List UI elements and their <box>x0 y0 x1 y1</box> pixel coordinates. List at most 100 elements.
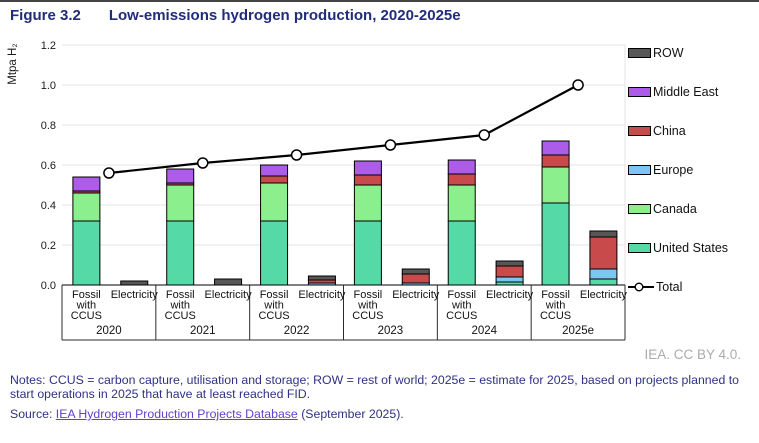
y-axis-label: Mtpa H₂ <box>7 43 19 85</box>
bar-label-fossil: with <box>263 300 284 312</box>
bar-segment-row-electricity-2021 <box>214 278 243 286</box>
legend-label-row: ROW <box>653 46 684 60</box>
total-marker <box>103 167 115 179</box>
bar-segment-united-states-fossil-2023 <box>353 220 382 286</box>
legend-swatch-china <box>628 126 651 136</box>
legend-item-canada: Canada <box>628 202 697 216</box>
bar-segment-canada-fossil-2020 <box>72 192 101 222</box>
legend-item-total: Total <box>628 280 682 294</box>
bar-label-electricity: Electricity <box>486 289 534 301</box>
bar-label-fossil: with <box>76 300 97 312</box>
bar-segment-row-electricity-2022 <box>307 275 336 281</box>
year-label: 2020 <box>96 325 122 337</box>
bar-segment-china-electricity-2024 <box>495 265 524 278</box>
bar-segment-canada-fossil-2022 <box>260 182 289 222</box>
bar-segment-united-states-fossil-2025e <box>541 202 570 286</box>
bar-segment-china-fossil-2022 <box>260 175 289 184</box>
bar-segment-china-fossil-2024 <box>447 173 476 186</box>
bar-label-electricity: Electricity <box>111 289 159 301</box>
legend-label-united-states: United States <box>653 241 729 255</box>
legend-item-middle-east: Middle East <box>628 85 718 99</box>
bar-segment-china-fossil-2025e <box>541 154 570 168</box>
y-tick-label: 0.2 <box>41 240 56 252</box>
bar-segment-middle-east-fossil-2020 <box>72 176 101 192</box>
bar-label-fossil: Fossil <box>354 289 383 301</box>
legend-label-middle-east: Middle East <box>653 85 719 99</box>
legend-swatch-europe <box>628 165 651 175</box>
bar-segment-canada-fossil-2021 <box>166 184 195 222</box>
bar-segment-united-states-fossil-2021 <box>166 220 195 286</box>
bar-label-fossil: with <box>451 300 472 312</box>
figure-number: Figure 3.2 <box>10 7 81 24</box>
legend-item-europe: Europe <box>628 163 693 177</box>
y-tick-label: 0.4 <box>41 200 56 212</box>
legend-label-europe: Europe <box>653 163 694 177</box>
source-prefix: Source: <box>10 407 56 421</box>
bar-segment-middle-east-fossil-2025e <box>541 140 570 156</box>
bar-label-fossil: Fossil <box>166 289 195 301</box>
legend-label-canada: Canada <box>653 202 697 216</box>
y-tick-label: 0.0 <box>41 280 56 292</box>
year-label: 2025e <box>562 325 594 337</box>
bar-label-fossil: with <box>169 300 190 312</box>
y-tick-label: 1.2 <box>41 40 56 52</box>
bar-segment-canada-fossil-2025e <box>541 166 570 204</box>
source-database-link[interactable]: IEA Hydrogen Production Projects Databas… <box>55 407 298 421</box>
bar-segment-united-states-fossil-2022 <box>260 220 289 286</box>
top-border-line <box>0 0 759 2</box>
source-suffix: (September 2025). <box>297 407 404 421</box>
bar-label-fossil: CCUS <box>71 310 102 322</box>
figure-title: Low-emissions hydrogen production, 2020-… <box>108 7 461 24</box>
bar-segment-united-states-fossil-2020 <box>72 220 101 286</box>
bar-segment-china-electricity-2025e <box>589 236 618 270</box>
bar-label-fossil: CCUS <box>165 310 196 322</box>
bar-segment-middle-east-fossil-2023 <box>353 160 382 176</box>
year-label: 2024 <box>471 325 497 337</box>
year-label: 2023 <box>378 325 404 337</box>
total-marker <box>478 129 490 141</box>
legend-item-row: ROW <box>628 46 684 60</box>
bar-segment-row-electricity-2023 <box>401 268 430 275</box>
bar-label-fossil: CCUS <box>258 310 289 322</box>
bar-segment-canada-fossil-2023 <box>353 184 382 222</box>
y-tick-label: 0.8 <box>41 120 56 132</box>
bar-label-fossil: CCUS <box>352 310 383 322</box>
bar-segment-united-states-electricity-2025e <box>589 278 618 286</box>
legend-item-united-states: United States <box>628 241 728 255</box>
bar-segment-china-fossil-2023 <box>353 174 382 186</box>
bar-segment-europe-electricity-2024 <box>495 276 524 283</box>
bar-label-fossil: Fossil <box>447 289 476 301</box>
y-tick-label: 1.0 <box>41 80 56 92</box>
legend-swatch-united-states <box>628 243 651 253</box>
bar-segment-middle-east-fossil-2022 <box>260 164 289 177</box>
bar-label-electricity: Electricity <box>580 289 628 301</box>
legend-line-marker <box>628 282 654 292</box>
bar-label-fossil: with <box>357 300 378 312</box>
total-line <box>108 84 579 175</box>
bar-segment-united-states-fossil-2024 <box>447 220 476 286</box>
bar-segment-china-electricity-2023 <box>401 273 430 284</box>
total-marker <box>290 149 303 161</box>
bar-label-electricity: Electricity <box>392 289 440 301</box>
legend-swatch-canada <box>628 204 651 214</box>
total-marker <box>384 139 397 151</box>
bar-label-fossil: Fossil <box>541 289 570 301</box>
legend-label-china: China <box>653 124 686 138</box>
bar-label-electricity: Electricity <box>298 289 346 301</box>
bar-segment-row-electricity-2024 <box>495 260 524 267</box>
total-marker <box>197 157 209 169</box>
bar-label-fossil: Fossil <box>72 289 101 301</box>
figure-notes: Notes: CCUS = carbon capture, utilisatio… <box>10 373 739 401</box>
bar-segment-europe-electricity-2025e <box>589 268 618 280</box>
license-attribution: IEA. CC BY 4.0. <box>644 347 741 362</box>
legend-label-total: Total <box>656 280 683 294</box>
bar-segment-canada-fossil-2024 <box>447 184 476 222</box>
total-marker <box>572 79 584 91</box>
bar-label-electricity: Electricity <box>205 289 253 301</box>
y-tick-label: 0.6 <box>41 160 56 172</box>
source-line: Source: IEA Hydrogen Production Projects… <box>10 407 745 421</box>
year-label: 2022 <box>284 325 310 337</box>
bar-segment-row-electricity-2025e <box>589 230 618 238</box>
